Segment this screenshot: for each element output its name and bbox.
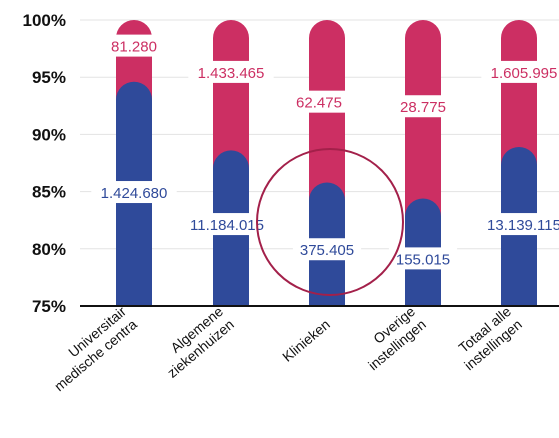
y-tick-label: 95% [32, 68, 66, 87]
x-tick-label-line: Klinieken [279, 316, 333, 365]
x-tick-label: Klinieken [279, 316, 333, 365]
y-tick-label: 85% [32, 183, 66, 202]
y-tick-label: 90% [32, 125, 66, 144]
y-tick-label: 75% [32, 297, 66, 316]
bar-segment-pink [405, 20, 441, 217]
data-label-blue-bg [388, 247, 458, 270]
data-label-pink: 81.280 [111, 39, 157, 56]
data-labels: 81.280 1.424.680 1.433.465 11.184.015 62.475… [91, 34, 559, 270]
data-label-pink: 28.775 [400, 99, 446, 116]
bar-segment-pink [213, 20, 249, 169]
data-label-blue: 375.405 [300, 242, 354, 259]
data-label-pink-bg [104, 34, 164, 57]
bars [116, 20, 537, 306]
y-tick-label: 100% [23, 11, 66, 30]
data-label-pink-bg [481, 60, 559, 83]
data-label-blue: 13.139.115 [487, 217, 559, 234]
bar-segment-pink [501, 20, 537, 165]
data-label-pink-bg [289, 90, 349, 113]
data-label-pink-bg [393, 95, 453, 118]
y-tick-label: 80% [32, 240, 66, 259]
data-label-blue-bg [91, 181, 177, 204]
data-label-pink-bg [188, 60, 274, 83]
data-label-pink: 62.475 [296, 95, 342, 112]
data-label-blue-bg [292, 238, 362, 261]
data-label-blue-bg [180, 213, 274, 236]
data-label-pink: 1.433.465 [198, 65, 265, 82]
highlight-circle [256, 148, 404, 296]
y-axis: 75% 80% 85% 90% 95% 100% [23, 11, 66, 316]
data-label-blue: 155.015 [396, 251, 450, 268]
data-label-blue: 1.424.680 [101, 185, 168, 202]
data-label-pink: 1.605.995 [491, 65, 558, 82]
data-label-blue: 11.184.015 [190, 217, 264, 234]
data-label-blue-bg [477, 213, 559, 236]
